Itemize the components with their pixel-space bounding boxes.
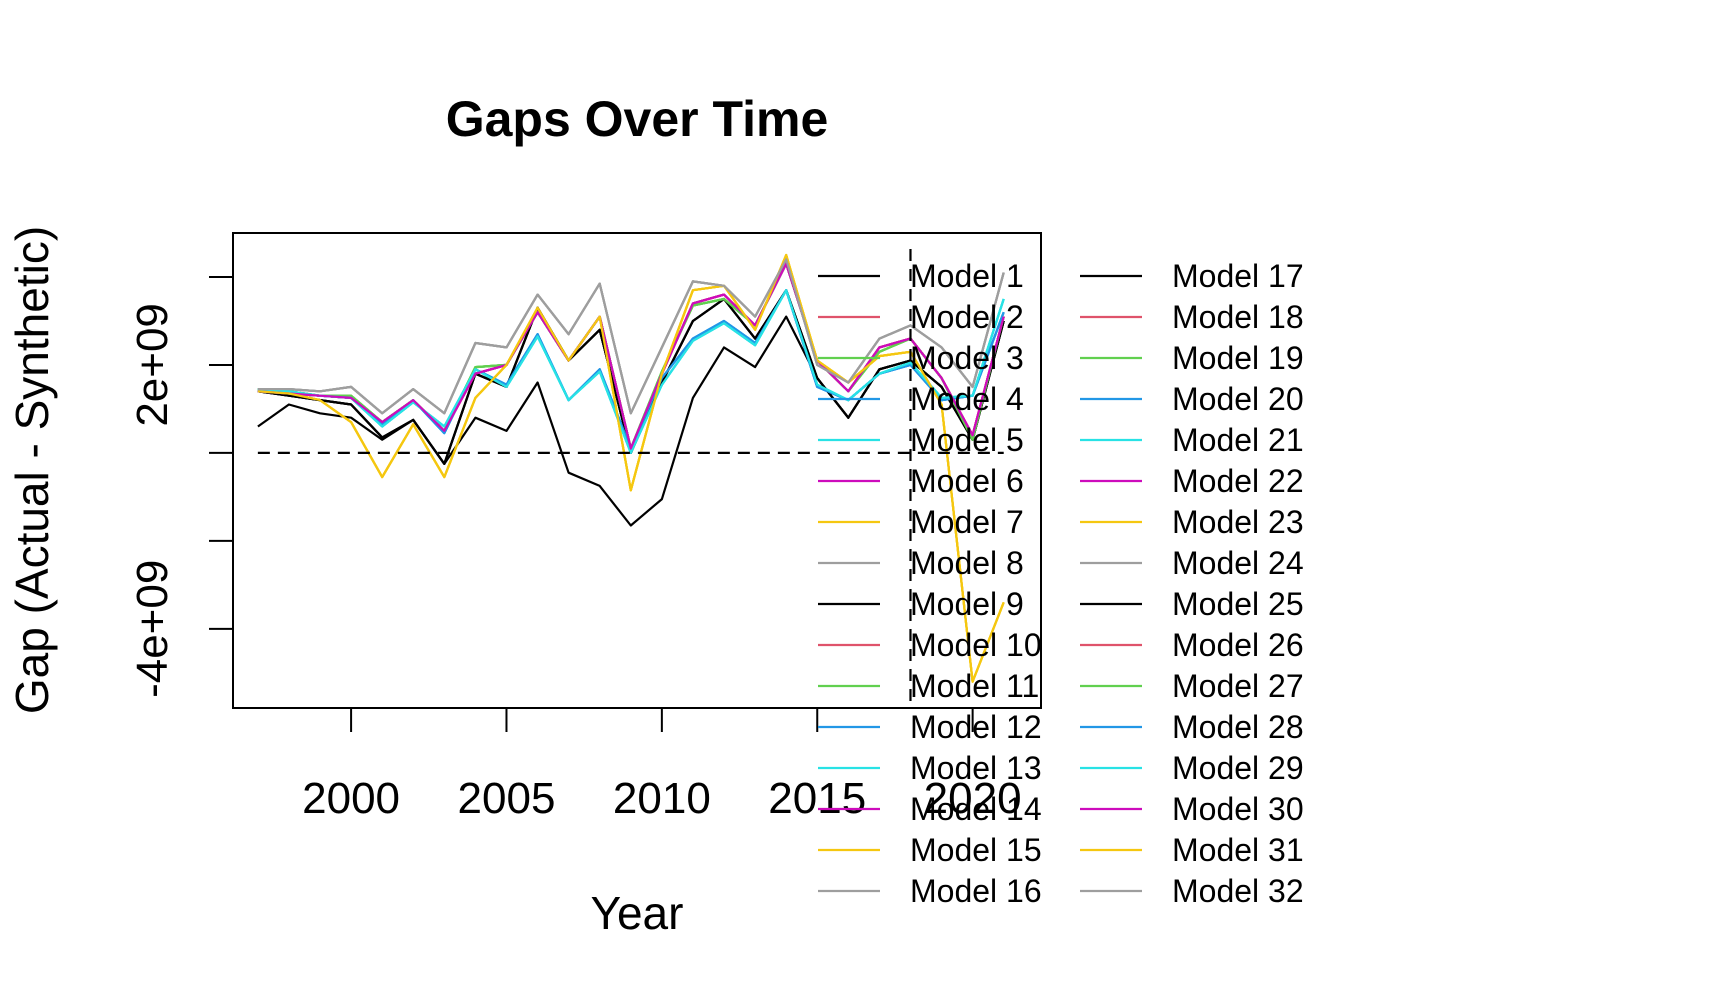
series-line-24 bbox=[257, 258, 1005, 415]
legend-label: Model 2 bbox=[910, 299, 1024, 335]
legend-label: Model 31 bbox=[1172, 832, 1304, 868]
series-line-14 bbox=[257, 262, 1005, 450]
series-line-1 bbox=[257, 289, 1005, 465]
legend-label: Model 3 bbox=[910, 340, 1024, 376]
legend-label: Model 22 bbox=[1172, 463, 1304, 499]
legend-label: Model 20 bbox=[1172, 381, 1304, 417]
series-line-30 bbox=[257, 262, 1005, 450]
legend-label: Model 18 bbox=[1172, 299, 1304, 335]
series-line-5 bbox=[257, 289, 1005, 454]
legend-label: Model 27 bbox=[1172, 668, 1304, 704]
series-line-19 bbox=[257, 262, 1005, 450]
series-line-25 bbox=[257, 289, 1005, 465]
series-line-10 bbox=[257, 262, 1005, 450]
legend: Model 1 Model 2 Model 3 Model 4 Model 5 Model… bbox=[818, 258, 1304, 909]
legend-label: Model 17 bbox=[1172, 258, 1304, 294]
legend-label: Model 32 bbox=[1172, 873, 1304, 909]
series-line-29 bbox=[257, 289, 1005, 454]
series-line-27 bbox=[257, 262, 1005, 450]
legend-label: Model 12 bbox=[910, 709, 1042, 745]
legend-label: Model 5 bbox=[910, 422, 1024, 458]
chart-title: Gaps Over Time bbox=[446, 91, 829, 147]
series-line-7 bbox=[257, 253, 1005, 683]
series-line-16 bbox=[257, 258, 1005, 415]
x-tick-label: 2015 bbox=[768, 774, 866, 823]
series-line-3 bbox=[257, 262, 1005, 450]
legend-label: Model 28 bbox=[1172, 709, 1304, 745]
legend-label: Model 25 bbox=[1172, 586, 1304, 622]
legend-label: Model 21 bbox=[1172, 422, 1304, 458]
x-tick-label: 2010 bbox=[613, 774, 711, 823]
series-line-6 bbox=[257, 262, 1005, 450]
series-line-32 bbox=[257, 258, 1005, 415]
series-line-2 bbox=[257, 262, 1005, 450]
legend-label: Model 30 bbox=[1172, 791, 1304, 827]
y-axis-title: Gap (Actual - Synthetic) bbox=[6, 226, 58, 714]
series-lines-layer bbox=[257, 253, 1005, 683]
series-line-11 bbox=[257, 262, 1005, 450]
legend-label: Model 26 bbox=[1172, 627, 1304, 663]
x-axis-title: Year bbox=[591, 887, 684, 939]
series-line-17 bbox=[257, 289, 1005, 465]
legend-label: Model 16 bbox=[910, 873, 1042, 909]
legend-label: Model 10 bbox=[910, 627, 1042, 663]
legend-label: Model 19 bbox=[1172, 340, 1304, 376]
legend-label: Model 7 bbox=[910, 504, 1024, 540]
axes-layer: 2000 2005 2010 2015 2020 -4e+09 2e+09 bbox=[128, 275, 1022, 823]
reference-lines-layer bbox=[257, 249, 1004, 708]
y-tick-label: -4e+09 bbox=[128, 560, 177, 698]
legend-label: Model 13 bbox=[910, 750, 1042, 786]
legend-label: Model 6 bbox=[910, 463, 1024, 499]
series-line-23 bbox=[257, 253, 1005, 683]
series-line-13 bbox=[257, 289, 1005, 454]
series-line-8 bbox=[257, 258, 1005, 415]
x-tick-label: 2000 bbox=[302, 774, 400, 823]
legend-label: Model 8 bbox=[910, 545, 1024, 581]
x-tick-label: 2020 bbox=[924, 774, 1022, 823]
legend-label: Model 4 bbox=[910, 381, 1024, 417]
legend-label: Model 24 bbox=[1172, 545, 1304, 581]
series-line-9 bbox=[257, 315, 1005, 527]
legend-label: Model 15 bbox=[910, 832, 1042, 868]
x-tick-label: 2005 bbox=[458, 774, 556, 823]
legend-label: Model 14 bbox=[910, 791, 1042, 827]
series-line-26 bbox=[257, 262, 1005, 450]
legend-label: Model 11 bbox=[910, 668, 1039, 704]
series-line-18 bbox=[257, 262, 1005, 450]
series-line-31 bbox=[257, 253, 1005, 683]
legend-label: Model 1 bbox=[910, 258, 1024, 294]
y-tick-label: 2e+09 bbox=[128, 303, 177, 427]
series-line-22 bbox=[257, 262, 1005, 450]
legend-label: Model 29 bbox=[1172, 750, 1304, 786]
legend-label: Model 9 bbox=[910, 586, 1024, 622]
series-line-15 bbox=[257, 253, 1005, 683]
series-line-21 bbox=[257, 289, 1005, 454]
legend-label: Model 23 bbox=[1172, 504, 1304, 540]
